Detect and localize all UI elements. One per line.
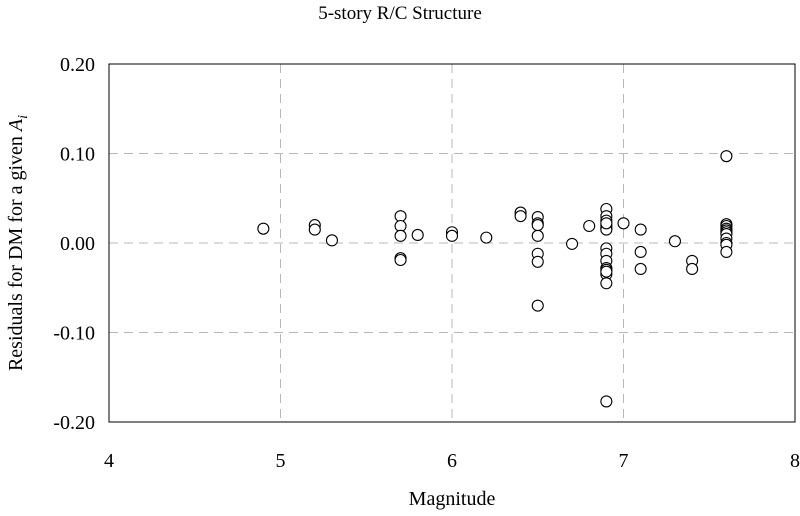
data-point (600, 265, 613, 278)
x-tick-label: 8 (790, 450, 800, 472)
data-point (531, 229, 544, 242)
chart-title: 5-story R/C Structure (318, 3, 482, 24)
y-axis-label-subscript: i (16, 115, 31, 119)
x-tick-labels: 4 5 6 7 8 (104, 450, 800, 472)
data-point (720, 245, 733, 258)
data-point (257, 222, 270, 235)
data-point (445, 229, 459, 242)
data-point (600, 395, 613, 408)
data-point (634, 262, 647, 276)
y-tick-label: -0.20 (53, 412, 95, 434)
data-point (617, 217, 630, 230)
plot-frame (108, 63, 796, 423)
x-tick-label: 5 (276, 450, 286, 472)
data-point (583, 219, 596, 233)
data-point (514, 210, 527, 223)
x-tick-label: 7 (619, 450, 629, 472)
data-point (531, 255, 544, 268)
data-point (394, 229, 407, 242)
x-tick-label: 6 (447, 450, 457, 472)
x-tick-label: 4 (104, 450, 114, 472)
data-point (686, 262, 699, 276)
data-point (565, 237, 579, 250)
data-point (411, 228, 424, 241)
data-point (531, 219, 544, 232)
data-point (480, 231, 493, 244)
data-point (668, 235, 682, 248)
data-points (257, 150, 733, 408)
data-point (600, 217, 613, 230)
y-tick-label: -0.10 (53, 323, 95, 345)
data-point (600, 277, 613, 290)
y-tick-labels: -0.20 -0.10 0.00 0.10 0.20 (53, 54, 95, 434)
data-point (720, 150, 733, 163)
data-point (531, 299, 544, 312)
data-point (634, 223, 647, 236)
x-axis-label: Magnitude (409, 488, 496, 510)
data-point (308, 223, 321, 236)
data-point (325, 234, 339, 247)
y-axis-label-symbol: A (5, 118, 27, 133)
y-tick-label: 0.20 (60, 54, 95, 76)
data-point (634, 245, 647, 258)
y-tick-label: 0.00 (60, 233, 95, 255)
y-axis-label: Residuals for DM for a given Ai (5, 115, 31, 371)
y-axis-label-text: Residuals for DM for a given (5, 131, 27, 371)
grid-lines (109, 64, 795, 422)
y-tick-label: 0.10 (60, 144, 95, 166)
data-point (394, 253, 407, 267)
